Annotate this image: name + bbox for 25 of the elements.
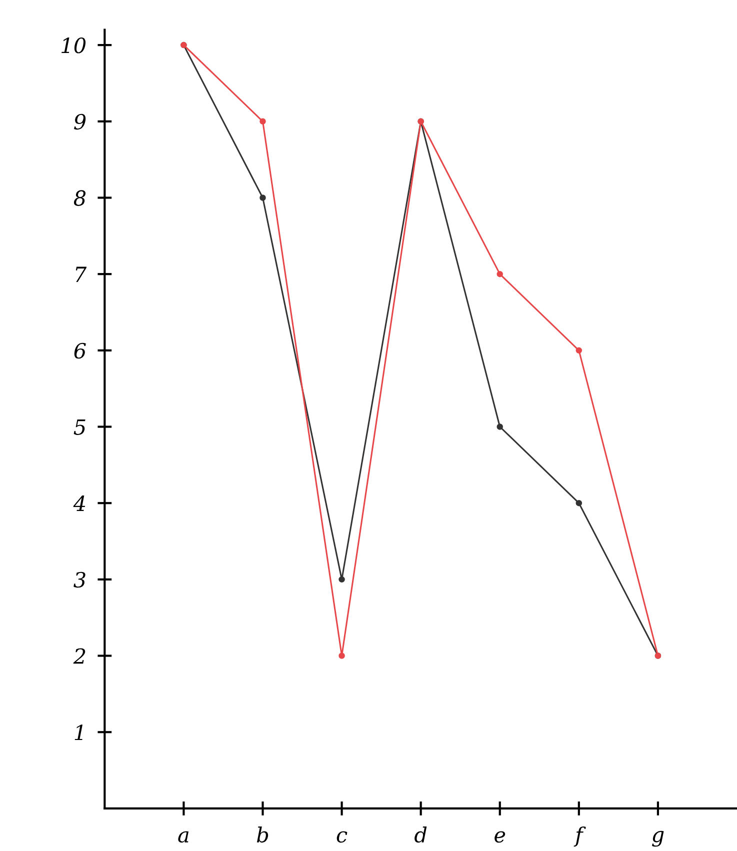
y-tick-label: 4 xyxy=(73,496,86,512)
point xyxy=(496,424,503,430)
point xyxy=(576,500,582,506)
y-tick-label: 1 xyxy=(74,724,82,740)
y-tick-label: 9 xyxy=(74,114,86,130)
x-tick-label: b xyxy=(256,826,268,843)
y-tick-label: 10 xyxy=(62,38,86,54)
x-tick-label: d xyxy=(414,826,427,843)
y-tick-label: 3 xyxy=(74,572,86,588)
point xyxy=(576,347,582,354)
y-tick-label: 6 xyxy=(74,342,86,359)
y-tick-label: 7 xyxy=(76,266,87,282)
point xyxy=(338,576,345,583)
x-tick-label: g xyxy=(652,830,664,847)
point xyxy=(260,118,266,125)
point xyxy=(338,652,345,659)
y-tick-label: 5 xyxy=(74,419,86,435)
y-tick-label: 8 xyxy=(74,190,86,206)
x-tick-label: e xyxy=(494,831,506,843)
point xyxy=(260,194,266,201)
x-tick-label: f xyxy=(574,826,586,847)
point xyxy=(496,270,503,278)
x-tick-label: c xyxy=(336,831,348,843)
y-tick-label: 2 xyxy=(73,648,86,664)
x-tick-label: a xyxy=(178,831,189,843)
